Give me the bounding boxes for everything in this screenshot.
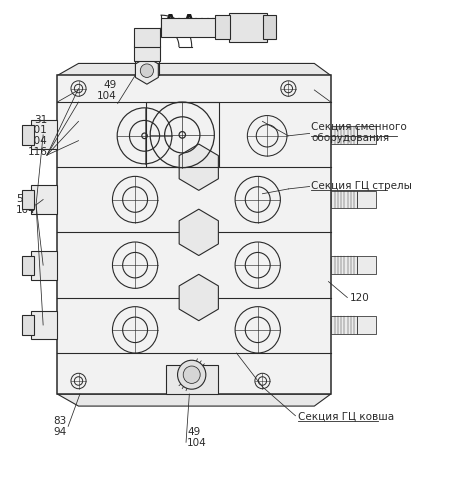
Polygon shape: [57, 63, 331, 76]
Text: 49
104: 49 104: [187, 427, 207, 448]
Text: 51
104: 51 104: [16, 195, 35, 215]
Bar: [229, 13, 267, 42]
Bar: [31, 185, 57, 214]
Circle shape: [183, 366, 200, 383]
Bar: [166, 365, 218, 394]
Text: 83
94: 83 94: [53, 416, 67, 437]
Bar: [134, 28, 160, 46]
Bar: [357, 191, 376, 208]
Bar: [331, 257, 357, 274]
Bar: [263, 15, 276, 39]
Bar: [331, 191, 357, 208]
Bar: [134, 45, 160, 61]
Text: 120: 120: [350, 292, 369, 302]
Polygon shape: [179, 209, 219, 256]
Text: Секция сменного
оборудования: Секция сменного оборудования: [311, 121, 407, 143]
Bar: [22, 125, 34, 145]
Text: Секция ГЦ стрелы: Секция ГЦ стрелы: [311, 182, 412, 192]
Bar: [331, 317, 357, 333]
Text: А-А: А-А: [164, 13, 196, 31]
Bar: [22, 256, 34, 275]
Polygon shape: [179, 144, 219, 190]
Text: 49
104: 49 104: [96, 80, 116, 101]
Text: 31
101
104
116: 31 101 104 116: [28, 115, 48, 157]
Circle shape: [140, 64, 154, 77]
Circle shape: [177, 360, 206, 389]
Bar: [215, 15, 230, 39]
Bar: [22, 190, 34, 209]
Bar: [31, 251, 57, 280]
Bar: [31, 311, 57, 339]
Bar: [57, 76, 331, 394]
Bar: [357, 126, 376, 144]
Bar: [331, 126, 357, 144]
Bar: [357, 317, 376, 333]
Bar: [22, 316, 34, 334]
Bar: [31, 121, 57, 150]
Bar: [161, 17, 218, 37]
Bar: [357, 257, 376, 274]
Polygon shape: [179, 274, 219, 321]
Text: Секция ГЦ ковша: Секция ГЦ ковша: [298, 412, 394, 422]
Polygon shape: [135, 57, 158, 84]
Polygon shape: [57, 394, 331, 406]
Bar: [146, 102, 219, 167]
